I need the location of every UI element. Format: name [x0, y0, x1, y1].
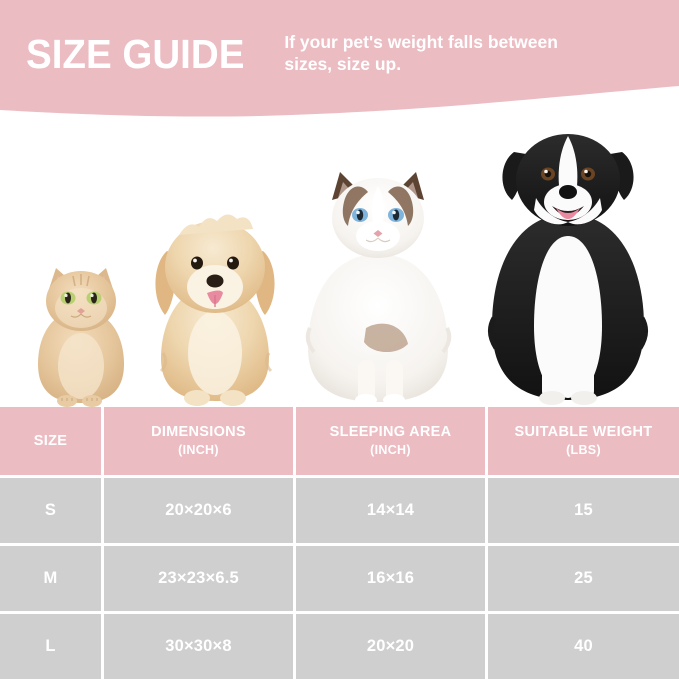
- page-title: SIZE GUIDE: [26, 30, 245, 77]
- table-row: L 30×30×8 20×20 40: [0, 611, 679, 679]
- cell-size: S: [0, 478, 104, 543]
- header-banner: SIZE GUIDE If your pet's weight falls be…: [0, 0, 679, 125]
- cell-sleeping-area: 14×14: [296, 478, 488, 543]
- header-cell-sleeping-area: SLEEPING AREA (INCH): [296, 407, 488, 475]
- golden-british-shorthair-cat: [26, 258, 136, 408]
- header-unit-dimensions: (INCH): [178, 443, 219, 458]
- cell-sleeping-area: 16×16: [296, 546, 488, 611]
- cell-suitable-weight: 25: [488, 546, 679, 611]
- ragdoll-cat: [296, 168, 461, 408]
- header-title-suitable-weight: SUITABLE WEIGHT: [514, 424, 653, 441]
- header-cell-dimensions: DIMENSIONS (INCH): [104, 407, 296, 475]
- header-title-size: SIZE: [33, 432, 68, 449]
- cell-size: M: [0, 546, 104, 611]
- apricot-havanese-puppy: [145, 203, 285, 408]
- header-title-sleeping-area: SLEEPING AREA: [329, 424, 452, 441]
- cell-sleeping-area: 20×20: [296, 614, 488, 679]
- cell-dimensions: 20×20×6: [104, 478, 296, 543]
- cell-dimensions: 23×23×6.5: [104, 546, 296, 611]
- table-row: M 23×23×6.5 16×16 25: [0, 543, 679, 611]
- cell-dimensions: 30×30×8: [104, 614, 296, 679]
- border-collie-dog: [478, 118, 658, 408]
- cell-size: L: [0, 614, 104, 679]
- header-cell-suitable-weight: SUITABLE WEIGHT (LBS): [488, 407, 679, 475]
- cell-suitable-weight: 15: [488, 478, 679, 543]
- header-cell-size: SIZE: [0, 407, 104, 475]
- header-title-dimensions: DIMENSIONS: [151, 424, 246, 441]
- header-unit-suitable-weight: (LBS): [566, 443, 601, 458]
- animal-lineup: [0, 108, 679, 408]
- header-unit-sleeping-area: (INCH): [370, 443, 411, 458]
- header-subtitle: If your pet's weight falls between sizes…: [284, 32, 558, 74]
- cell-suitable-weight: 40: [488, 614, 679, 679]
- table-header-row: SIZE DIMENSIONS (INCH) SLEEPING AREA (IN…: [0, 407, 679, 475]
- size-table: SIZE DIMENSIONS (INCH) SLEEPING AREA (IN…: [0, 407, 679, 679]
- table-row: S 20×20×6 14×14 15: [0, 475, 679, 543]
